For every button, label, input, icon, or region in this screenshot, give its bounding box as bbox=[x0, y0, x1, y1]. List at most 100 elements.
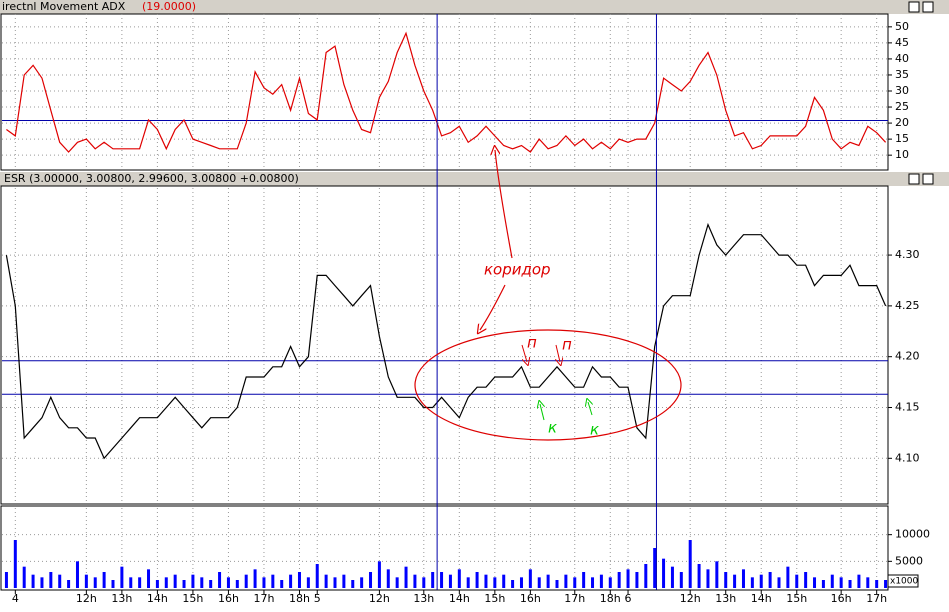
bar bbox=[395, 577, 399, 588]
bar bbox=[84, 574, 88, 588]
y-tick-label: 5000 bbox=[895, 554, 923, 567]
bar bbox=[262, 577, 266, 588]
bar bbox=[164, 577, 168, 588]
bar bbox=[813, 577, 817, 588]
x-tick-label: 13h bbox=[111, 592, 132, 605]
annotation: п bbox=[562, 336, 572, 354]
bar bbox=[599, 574, 603, 588]
bar bbox=[724, 572, 728, 588]
bar bbox=[741, 569, 745, 588]
bar bbox=[795, 574, 799, 588]
bar bbox=[271, 574, 275, 588]
x-tick-label: 17h bbox=[253, 592, 274, 605]
y-tick-label: 20 bbox=[895, 116, 909, 129]
annotation: п bbox=[527, 334, 537, 352]
bar bbox=[147, 569, 151, 588]
bar bbox=[431, 572, 435, 588]
bar bbox=[226, 577, 230, 588]
bar bbox=[466, 577, 470, 588]
arrow bbox=[588, 402, 592, 416]
annotation: к bbox=[590, 421, 599, 439]
x-tick-label: 13h bbox=[413, 592, 434, 605]
y-tick-label: 40 bbox=[895, 52, 909, 65]
bar bbox=[688, 540, 692, 588]
bar bbox=[173, 574, 177, 588]
x-tick-label: 15h bbox=[182, 592, 203, 605]
bar bbox=[306, 577, 310, 588]
panel-border bbox=[0, 13, 889, 171]
arrow bbox=[540, 404, 544, 421]
bar bbox=[635, 572, 639, 588]
bar bbox=[830, 574, 834, 588]
bar bbox=[733, 574, 737, 588]
x-tick-label: 16h bbox=[218, 592, 239, 605]
x-tick-label: 12h bbox=[369, 592, 390, 605]
bar bbox=[120, 566, 124, 588]
bar bbox=[582, 572, 586, 588]
bar bbox=[13, 540, 17, 588]
arrow bbox=[521, 344, 527, 362]
panel-border bbox=[0, 185, 889, 505]
bar bbox=[644, 564, 648, 588]
bar bbox=[75, 561, 79, 588]
panel-title: ESR (3.00000, 3.00800, 2.99600, 3.00800 … bbox=[4, 172, 299, 185]
annotations: коридор п п к к bbox=[414, 150, 682, 441]
bar bbox=[475, 572, 479, 588]
arrow bbox=[556, 344, 560, 362]
bar bbox=[706, 569, 710, 588]
bar bbox=[404, 566, 408, 588]
x-tick-label: 17h bbox=[564, 592, 585, 605]
x-tick-label: 4 bbox=[12, 592, 19, 605]
bar bbox=[40, 577, 44, 588]
y-tick-label: 30 bbox=[895, 84, 909, 97]
bar bbox=[511, 580, 515, 588]
window-button[interactable] bbox=[908, 173, 920, 185]
bar bbox=[670, 566, 674, 588]
bar bbox=[493, 577, 497, 588]
x-tick-label: 13h bbox=[715, 592, 736, 605]
x-tick-label: 12h bbox=[76, 592, 97, 605]
bar bbox=[457, 569, 461, 588]
bar bbox=[22, 566, 26, 588]
bar bbox=[4, 572, 8, 588]
window-button[interactable] bbox=[922, 1, 934, 13]
bar bbox=[777, 577, 781, 588]
bar bbox=[768, 572, 772, 588]
bar bbox=[848, 580, 852, 588]
bar bbox=[866, 577, 870, 588]
unit-label: x1000 bbox=[890, 577, 919, 587]
bar bbox=[759, 574, 763, 588]
frame bbox=[0, 0, 949, 591]
bar bbox=[715, 561, 719, 588]
bar bbox=[244, 574, 248, 588]
bar bbox=[342, 574, 346, 588]
window-button[interactable] bbox=[922, 173, 934, 185]
bar bbox=[49, 572, 53, 588]
bar bbox=[653, 548, 657, 588]
bar bbox=[191, 574, 195, 588]
bar bbox=[804, 572, 808, 588]
bar bbox=[528, 569, 532, 588]
bar bbox=[821, 580, 825, 588]
bar bbox=[182, 580, 186, 588]
y-tick-label: 4.25 bbox=[895, 299, 920, 312]
bar bbox=[218, 572, 222, 588]
x-tick-label: 14h bbox=[449, 592, 470, 605]
bar bbox=[750, 577, 754, 588]
y-tick-label: 25 bbox=[895, 100, 909, 113]
bar bbox=[662, 558, 666, 588]
x-tick-label: 6 bbox=[625, 592, 632, 605]
bar bbox=[573, 577, 577, 588]
bar bbox=[111, 580, 115, 588]
series-line bbox=[5, 222, 887, 460]
bar bbox=[129, 577, 133, 588]
bar bbox=[591, 577, 595, 588]
window-button[interactable] bbox=[908, 1, 920, 13]
x-tick-label: 16h bbox=[831, 592, 852, 605]
x-tick-label: 12h bbox=[680, 592, 701, 605]
bar bbox=[697, 564, 701, 588]
bar bbox=[200, 577, 204, 588]
y-tick-label: 4.30 bbox=[895, 248, 920, 261]
series-line bbox=[6, 31, 887, 153]
bar bbox=[235, 580, 239, 588]
